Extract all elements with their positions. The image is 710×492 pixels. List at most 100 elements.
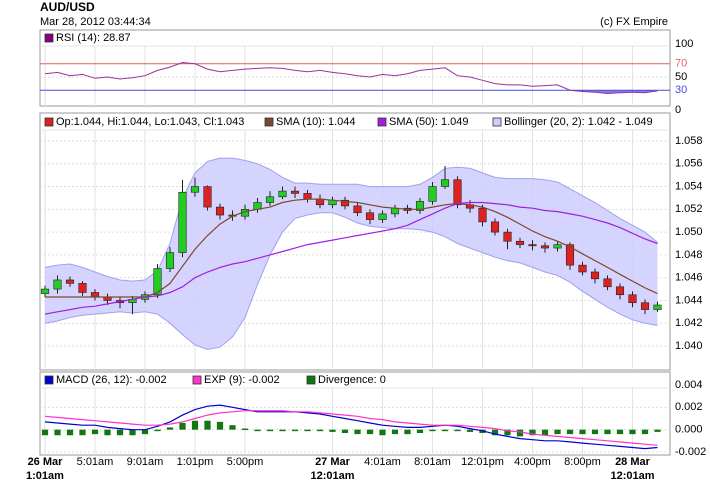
x-tick-label: 4:00pm xyxy=(514,456,551,468)
legend-swatch xyxy=(306,375,316,385)
divergence-bar xyxy=(629,429,636,435)
y-tick-label: 1.050 xyxy=(675,226,703,238)
divergence-bar xyxy=(316,429,324,432)
y-tick-label: 0.000 xyxy=(675,424,703,436)
y-tick-label: 0.002 xyxy=(675,401,703,413)
candle-body xyxy=(190,186,200,193)
macd-line xyxy=(44,404,658,450)
candle-body xyxy=(165,252,175,269)
bollinger-upper xyxy=(44,157,658,282)
timestamp: Mar 28, 2012 03:44:34 xyxy=(40,16,151,28)
rsi-level-label: 30 xyxy=(675,84,687,96)
candle-body xyxy=(628,294,637,304)
candle-body xyxy=(515,240,525,245)
legend-swatch xyxy=(492,117,502,127)
candle-body xyxy=(603,278,612,288)
candle-body xyxy=(440,179,450,187)
y-tick-label: 50 xyxy=(675,71,687,83)
copyright: (c) FX Empire xyxy=(600,16,668,28)
candle-body xyxy=(153,268,162,296)
candle-body xyxy=(78,283,87,293)
divergence-bar xyxy=(66,429,74,436)
divergence-bar xyxy=(591,429,599,435)
divergence-bar xyxy=(129,429,136,436)
legend-swatch xyxy=(44,375,54,385)
y-tick-label: 1.058 xyxy=(675,135,703,147)
divergence-bar xyxy=(179,422,186,430)
divergence-bar xyxy=(266,429,274,432)
legend-swatch xyxy=(264,117,274,127)
chart-title: AUD/USD xyxy=(40,0,95,14)
candle-body xyxy=(640,302,650,310)
x-tick-label: 12:01am xyxy=(610,470,654,482)
y-tick-label: 1.052 xyxy=(675,203,703,215)
divergence-bar xyxy=(91,429,99,435)
candle-body xyxy=(40,288,50,294)
divergence-bar xyxy=(116,429,124,436)
divergence-bar xyxy=(566,429,574,435)
divergence-bar xyxy=(466,429,474,432)
divergence-bar xyxy=(41,429,49,436)
candle-body xyxy=(653,304,662,310)
x-tick-label: 1:01am xyxy=(26,470,64,482)
x-tick-label: 5:01am xyxy=(77,456,114,468)
legend-label: Bollinger (20, 2): 1.042 - 1.049 xyxy=(504,116,653,128)
divergence-bar xyxy=(516,429,524,437)
x-tick-date: 27 Mar xyxy=(315,456,351,468)
divergence-bar xyxy=(529,429,536,436)
divergence-bar xyxy=(441,429,449,432)
candle-body xyxy=(278,190,287,198)
candle-body xyxy=(578,264,587,273)
divergence-bar xyxy=(416,429,424,434)
plot-area xyxy=(40,46,670,106)
divergence-bar xyxy=(429,429,436,432)
divergence-bar xyxy=(454,429,461,432)
plot-area xyxy=(40,130,670,370)
legend-label: MACD (26, 12): -0.002 xyxy=(56,374,167,386)
divergence-bar xyxy=(504,429,511,436)
divergence-bar xyxy=(579,429,586,435)
y-tick-label: 1.040 xyxy=(675,340,703,352)
candle-body xyxy=(178,191,187,253)
y-tick-label: 1.048 xyxy=(675,249,703,261)
candle-body xyxy=(203,186,212,208)
divergence-bar xyxy=(241,428,249,431)
legend-label: SMA (10): 1.044 xyxy=(276,116,356,128)
candle-body xyxy=(453,179,462,206)
candle-body xyxy=(353,205,362,214)
candle-body xyxy=(540,245,550,249)
candle-body xyxy=(53,279,62,290)
divergence-bar xyxy=(141,429,149,435)
candle-body xyxy=(265,196,275,203)
divergence-bar xyxy=(554,429,561,435)
candle-body xyxy=(365,212,375,220)
rsi-line xyxy=(44,61,658,95)
candle-body xyxy=(315,198,325,206)
legend-swatch xyxy=(192,375,202,385)
y-tick-label: 1.054 xyxy=(675,180,703,192)
legend-swatch xyxy=(377,117,387,127)
plot-area xyxy=(40,388,670,455)
divergence-bar xyxy=(654,429,661,432)
candle-body xyxy=(378,213,387,220)
x-tick-label: 8:01am xyxy=(414,456,451,468)
divergence-bar xyxy=(54,429,61,436)
candle-body xyxy=(290,190,300,194)
y-tick-label: 1.056 xyxy=(675,158,703,170)
candle-body xyxy=(528,244,537,247)
panel xyxy=(39,29,671,107)
divergence-bar xyxy=(104,429,111,436)
x-tick-date: 28 Mar xyxy=(615,456,651,468)
x-tick-label: 8:00pm xyxy=(564,456,601,468)
candle-body xyxy=(65,279,75,284)
rsi-level-label: 70 xyxy=(675,58,687,70)
legend-swatch xyxy=(44,117,54,127)
divergence-bar xyxy=(204,420,211,430)
x-tick-label: 12:01am xyxy=(310,470,354,482)
candle-body xyxy=(590,271,600,280)
candle-body xyxy=(303,193,312,200)
y-tick-label: 0 xyxy=(675,104,681,116)
divergence-bar xyxy=(304,429,311,432)
candle-body xyxy=(390,207,400,215)
